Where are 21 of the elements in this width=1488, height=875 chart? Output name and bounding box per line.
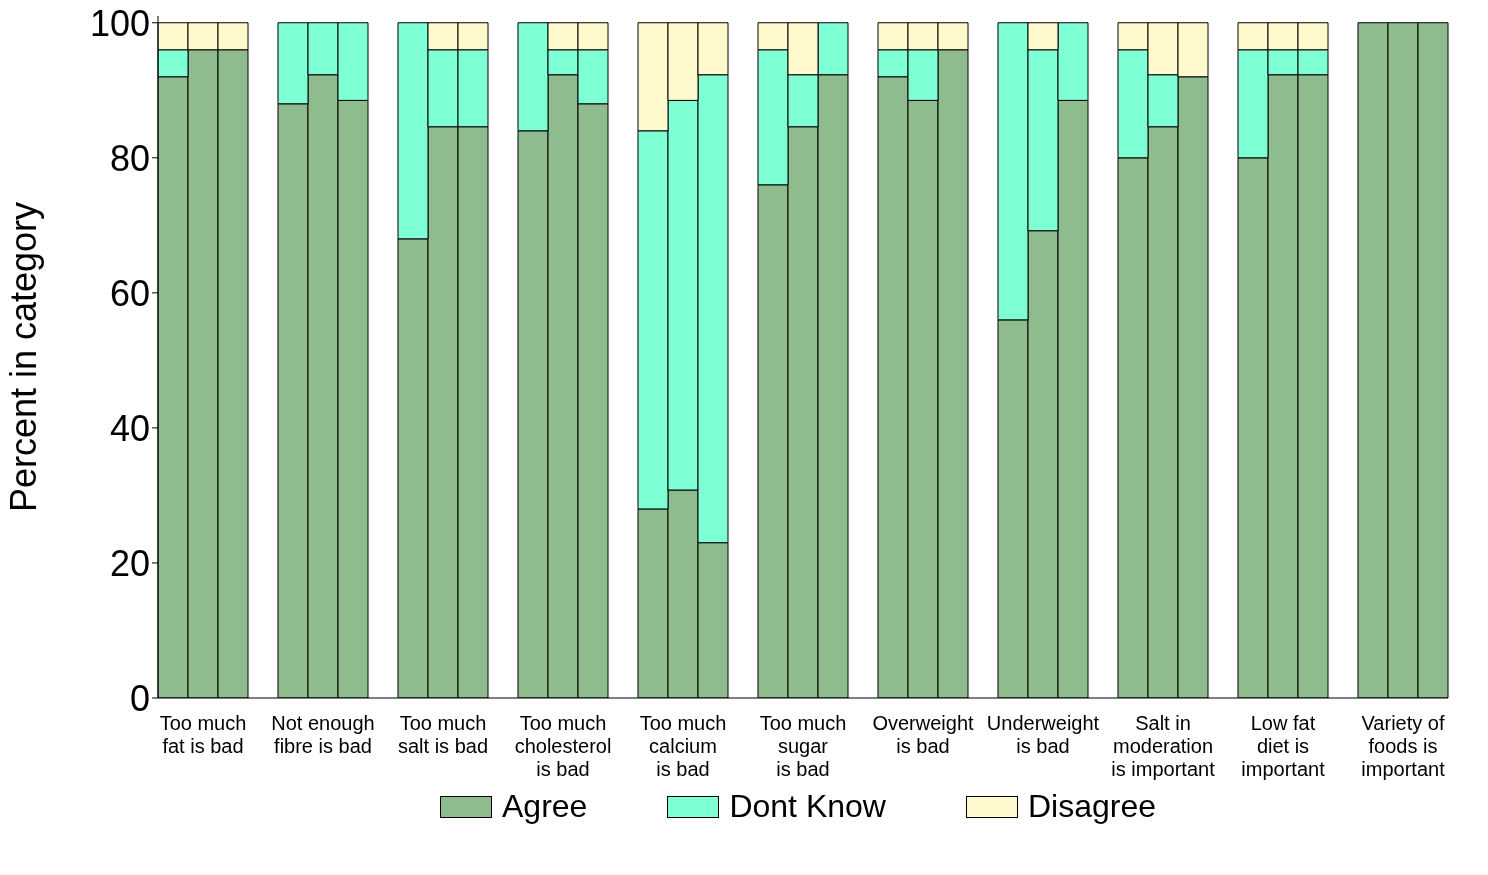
x-tick-label: Underweight is bad [986, 712, 1100, 757]
x-tick-label: Not enough fibre is bad [271, 712, 375, 757]
legend-label: Agree [502, 788, 588, 825]
x-tick-label: Overweight is bad [872, 712, 975, 757]
x-tick-label: Too much salt is bad [397, 712, 489, 757]
y-tick-label: 40 [109, 407, 150, 449]
x-tick-label: Salt in moderation is important [1111, 712, 1216, 780]
x-tick-label: Too much sugar is bad [759, 712, 847, 780]
x-tick-label: Too much fat is bad [159, 712, 247, 757]
x-tick-label: Variety of foods is important [1361, 712, 1446, 780]
y-tick-label: 60 [109, 272, 150, 314]
y-tick-label: 80 [109, 137, 150, 179]
y-tick-label: 0 [129, 677, 150, 719]
x-tick-label: Low fat diet is important [1241, 712, 1326, 780]
x-tick-label: Too much calcium is bad [639, 712, 727, 780]
legend-label: Disagree [1027, 788, 1156, 825]
y-tick-label: 100 [89, 2, 150, 44]
legend-label: Dont Know [729, 788, 886, 825]
y-axis-title: Percent in category [2, 201, 44, 513]
y-tick-label: 20 [109, 542, 150, 584]
x-tick-label: Too much cholesterol is bad [514, 712, 612, 780]
